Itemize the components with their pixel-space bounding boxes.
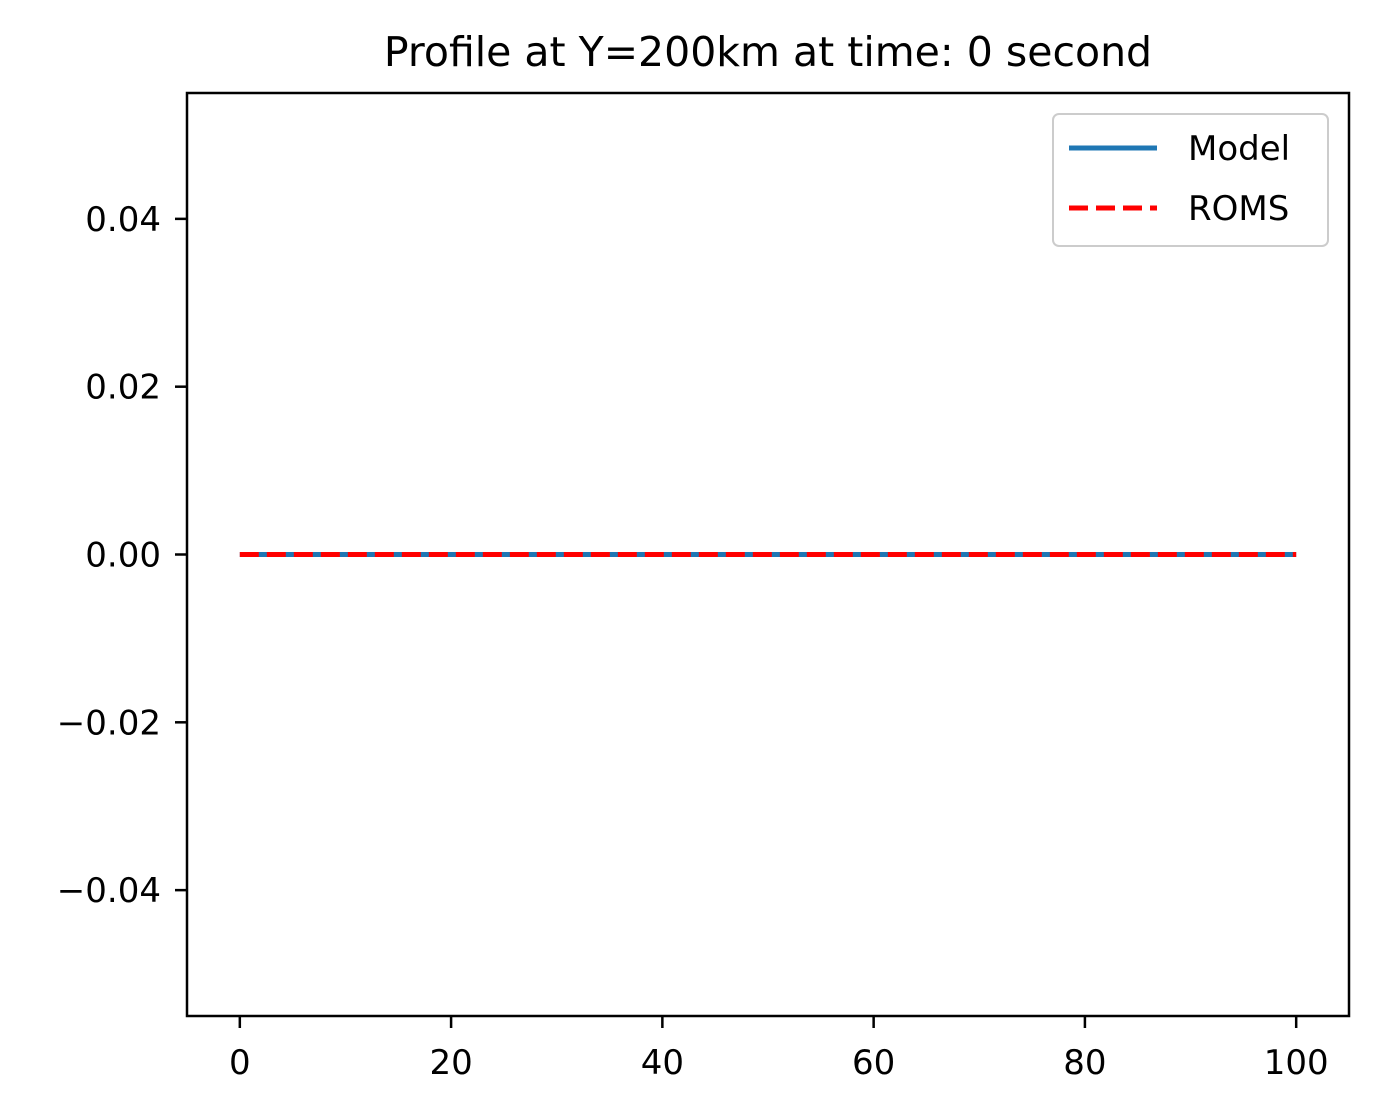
legend-label-roms: ROMS [1188, 189, 1289, 229]
x-axis: 0 20 40 60 80 100 [229, 1016, 1329, 1083]
x-tick-label: 60 [852, 1043, 895, 1083]
legend: Model ROMS [1052, 113, 1329, 247]
y-tick-label: 0.00 [85, 536, 161, 576]
y-tick-label: 0.04 [85, 200, 161, 240]
x-tick-label: 0 [229, 1043, 251, 1083]
x-tick-label: 80 [1063, 1043, 1106, 1083]
y-tick-label: −0.02 [57, 703, 161, 743]
y-axis: 0.04 0.02 0.00 −0.02 −0.04 [57, 200, 187, 911]
y-tick-label: 0.02 [85, 368, 161, 408]
legend-label-model: Model [1188, 129, 1290, 169]
x-tick-label: 20 [429, 1043, 472, 1083]
chart-title: Profile at Y=200km at time: 0 second [384, 28, 1152, 76]
x-tick-label: 100 [1264, 1043, 1329, 1083]
y-tick-label: −0.04 [57, 871, 161, 911]
x-tick-label: 40 [641, 1043, 684, 1083]
